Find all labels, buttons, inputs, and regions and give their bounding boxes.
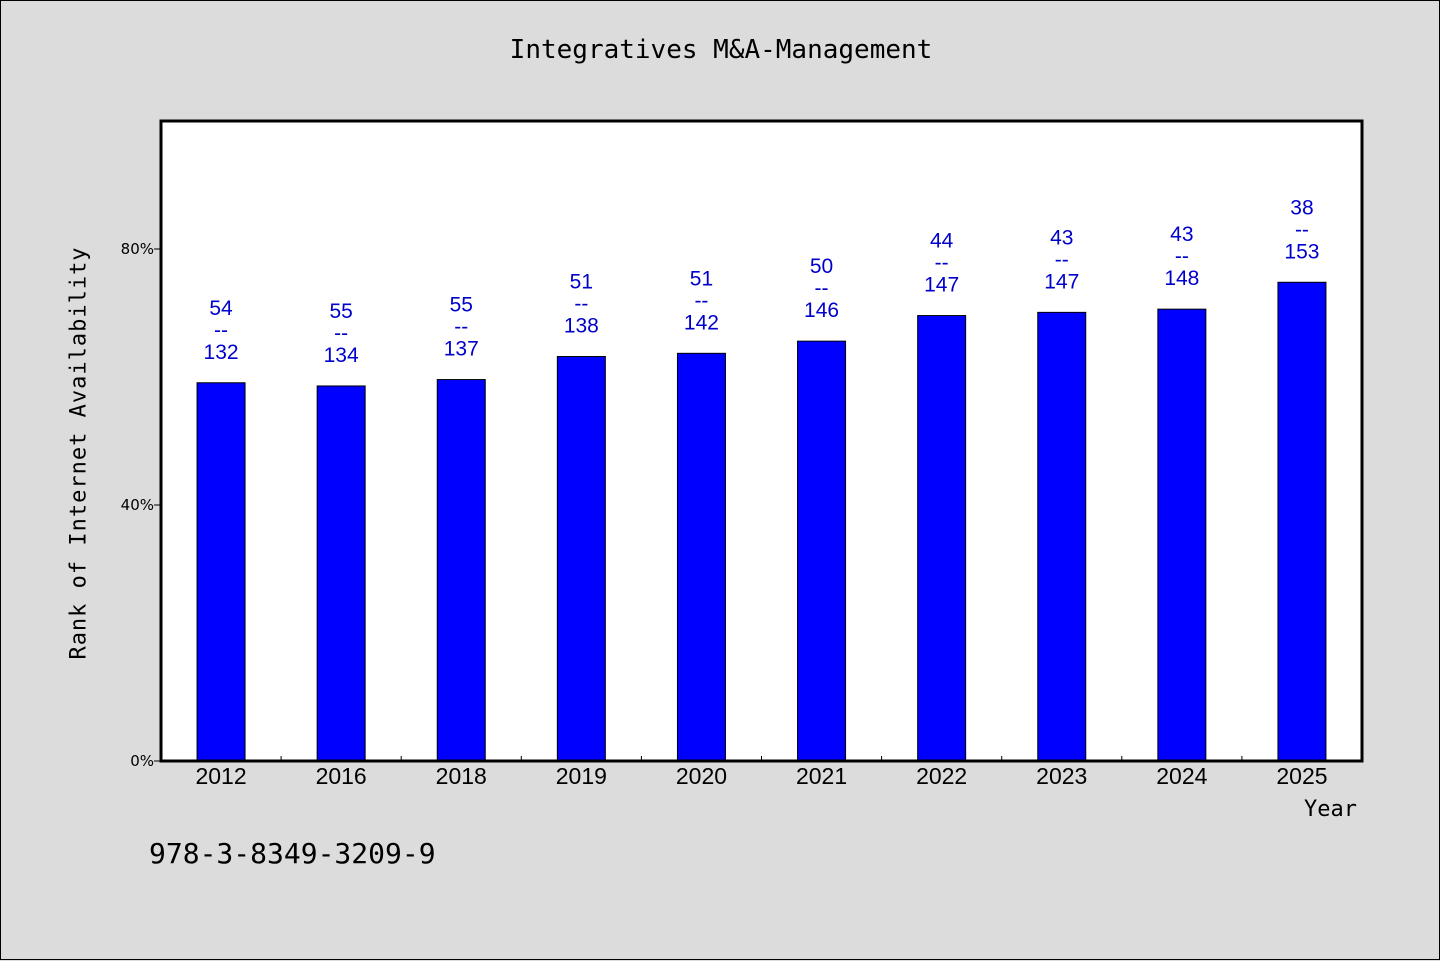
bar-label-bottom-2016: 134 bbox=[324, 344, 359, 367]
bar-2025 bbox=[1277, 281, 1327, 762]
bar-label-top-2022: 44 bbox=[930, 230, 954, 253]
chart-title: Integratives M&A-Management bbox=[509, 35, 933, 65]
y-tick-label: 0% bbox=[130, 752, 154, 770]
bar-label-sep-2012: -- bbox=[214, 319, 228, 342]
bar-2019 bbox=[556, 356, 606, 762]
bar-label-sep-2025: -- bbox=[1295, 218, 1309, 241]
bar-label-sep-2022: -- bbox=[935, 252, 949, 275]
bar-label-top-2018: 55 bbox=[450, 294, 473, 317]
bar-2023 bbox=[1037, 311, 1087, 762]
bar-label-top-2021: 50 bbox=[810, 255, 833, 278]
bar-label-sep-2023: -- bbox=[1055, 248, 1069, 271]
x-tick-label-2022: 2022 bbox=[916, 763, 967, 789]
x-tick-label-2016: 2016 bbox=[316, 763, 367, 789]
bar-label-top-2024: 43 bbox=[1170, 223, 1193, 246]
x-tick-label-2018: 2018 bbox=[436, 763, 487, 789]
bar-label-bottom-2023: 147 bbox=[1044, 270, 1079, 293]
bar-label-bottom-2018: 137 bbox=[444, 338, 479, 361]
x-tick-label-2021: 2021 bbox=[796, 763, 847, 789]
bar-label-bottom-2012: 132 bbox=[204, 341, 239, 364]
y-tick-label: 80% bbox=[121, 240, 154, 258]
bar-label-top-2016: 55 bbox=[329, 300, 352, 323]
bar-label-sep-2019: -- bbox=[574, 293, 588, 316]
bar-label-bottom-2020: 142 bbox=[684, 311, 719, 334]
bar-2024 bbox=[1157, 308, 1207, 762]
x-tick-label-2019: 2019 bbox=[556, 763, 607, 789]
bar-2020 bbox=[676, 352, 726, 762]
bar-label-bottom-2024: 148 bbox=[1164, 267, 1199, 290]
bar-label-sep-2020: -- bbox=[694, 289, 708, 312]
bar-label-bottom-2019: 138 bbox=[564, 315, 599, 338]
x-axis-label: Year bbox=[1304, 797, 1357, 822]
bar-label-sep-2021: -- bbox=[815, 277, 829, 300]
bar-label-top-2012: 54 bbox=[209, 297, 233, 320]
x-tick-label-2024: 2024 bbox=[1156, 763, 1207, 789]
plot-border bbox=[159, 119, 1364, 763]
bar-label-sep-2024: -- bbox=[1175, 245, 1189, 268]
bar-2022 bbox=[917, 315, 967, 762]
isbn-footnote: 978-3-8349-3209-9 bbox=[149, 837, 436, 870]
bar-label-bottom-2025: 153 bbox=[1284, 240, 1319, 263]
x-tick-label-2025: 2025 bbox=[1276, 763, 1327, 789]
x-tick-label-2023: 2023 bbox=[1036, 763, 1087, 789]
bar-2018 bbox=[436, 379, 486, 762]
bar-label-top-2019: 51 bbox=[570, 271, 593, 294]
bar-label-top-2023: 43 bbox=[1050, 226, 1073, 249]
bar-label-sep-2016: -- bbox=[334, 322, 348, 345]
bar-label-sep-2018: -- bbox=[454, 316, 468, 339]
bar-label-top-2025: 38 bbox=[1290, 196, 1313, 219]
x-tick-label-2012: 2012 bbox=[195, 763, 246, 789]
bar-2016 bbox=[316, 385, 366, 762]
x-tick-label-2020: 2020 bbox=[676, 763, 727, 789]
bar-2012 bbox=[196, 382, 246, 762]
bar-2021 bbox=[797, 340, 847, 762]
bar-label-top-2020: 51 bbox=[690, 267, 713, 290]
bar-label-bottom-2022: 147 bbox=[924, 274, 959, 297]
y-tick-label: 40% bbox=[121, 496, 154, 514]
bar-label-bottom-2021: 146 bbox=[804, 299, 839, 322]
